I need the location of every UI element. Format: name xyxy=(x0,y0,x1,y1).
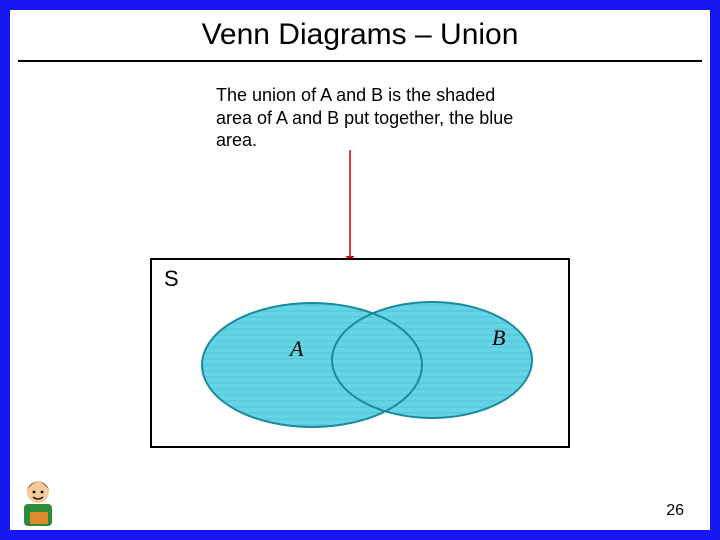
set-b-label: B xyxy=(492,325,505,350)
venn-diagram: A B xyxy=(182,290,542,440)
set-a-label: A xyxy=(288,336,304,361)
sample-space-box: S A B xyxy=(150,258,570,448)
pointer-arrow xyxy=(330,150,370,270)
avatar-icon xyxy=(16,476,60,528)
description-text: The union of A and B is the shaded area … xyxy=(216,84,536,152)
sample-space-label: S xyxy=(164,266,179,292)
page-number: 26 xyxy=(666,502,684,520)
title-underline xyxy=(18,60,702,62)
slide-title: Venn Diagrams – Union xyxy=(0,18,720,52)
